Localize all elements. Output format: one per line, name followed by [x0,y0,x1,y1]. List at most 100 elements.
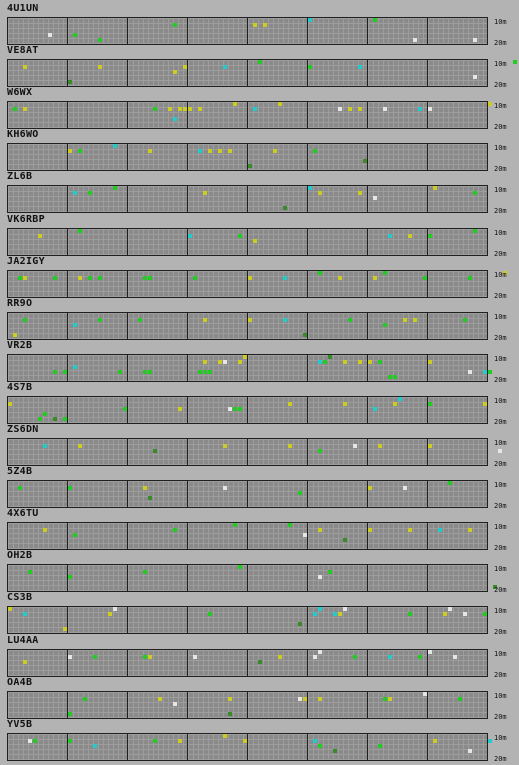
band-label-20m: 20m [494,670,507,679]
station-callsign: VR2B [7,339,33,351]
band-label-20m: 20m [494,586,507,595]
time-divider [127,481,128,508]
time-divider [427,270,428,297]
station-row: 5Z4B 10m 20m [0,466,519,510]
signal-cell [193,654,197,659]
signal-cell [343,607,347,612]
signal-cell [428,233,432,238]
station-callsign: VE8AT [7,45,39,57]
signal-cell [228,711,232,716]
signal-cell [188,233,192,238]
time-divider [367,565,368,592]
time-divider [307,354,308,381]
signal-cell [303,696,307,701]
time-divider [247,312,248,339]
time-divider [307,523,308,550]
time-divider [127,354,128,381]
propagation-grid [7,353,492,382]
signal-cell [438,528,442,533]
band-label-10m: 10m [494,228,507,237]
band-label-10m: 10m [494,18,507,26]
time-divider [187,691,188,718]
signal-cell [318,607,322,612]
signal-cell [238,359,242,364]
signal-cell [23,65,27,70]
signal-cell [93,654,97,659]
station-callsign: JA2IGY [7,255,45,267]
time-divider [247,186,248,213]
time-divider [187,186,188,213]
time-divider [247,396,248,423]
signal-cell [98,38,102,42]
signal-cell [218,359,222,364]
signal-cell [53,416,57,421]
time-divider [247,565,248,592]
signal-cell [243,738,247,743]
time-divider [367,228,368,255]
propagation-grid [7,227,488,256]
signal-cell [483,612,487,617]
signal-cell [198,369,202,374]
band-label-20m: 20m [494,207,507,216]
signal-cell [308,65,312,70]
signal-cell [78,275,82,280]
signal-cell [388,374,392,379]
signal-cell [388,696,392,701]
signal-cell [173,70,177,75]
signal-cell [153,449,157,453]
signal-cell [373,275,377,280]
time-divider [367,523,368,550]
signal-cell [13,332,17,337]
signal-cell [498,449,502,453]
signal-cell [373,406,377,411]
signal-cell [383,107,387,112]
signal-cell [258,659,262,664]
time-divider [427,102,428,129]
signal-cell [113,144,117,149]
station-row: OH2B 10m 20m [0,550,519,595]
time-divider [67,18,68,44]
signal-cell [288,401,292,406]
time-divider [67,228,68,255]
station-callsign: RR9O [7,297,33,309]
time-divider [67,312,68,339]
station-callsign: W6WX [7,87,33,99]
signal-cell [148,654,152,659]
time-divider [427,481,428,508]
time-divider [307,733,308,760]
signal-cell [373,18,377,22]
signal-cell [388,233,392,238]
band-label-10m: 10m [494,186,507,195]
signal-cell [473,38,477,42]
signal-cell [53,369,57,374]
signal-cell [423,275,427,280]
time-divider [127,607,128,634]
signal-cell [338,612,342,617]
propagation-grid [7,480,488,509]
signal-cell [43,528,47,533]
signal-cell [178,406,182,411]
time-divider [187,312,188,339]
time-divider [367,270,368,297]
station-callsign: YV5B [7,718,33,730]
band-label-10m: 10m [494,733,507,742]
signal-cell [113,186,117,191]
time-divider [127,18,128,44]
station-callsign: 4X6TU [7,508,39,520]
signal-cell [368,359,372,364]
signal-cell [8,401,12,406]
time-divider [307,186,308,213]
signal-cell [188,107,192,112]
signal-cell [288,444,292,448]
signal-cell [68,486,72,491]
signal-cell [98,275,102,280]
time-divider [307,60,308,87]
time-divider [127,649,128,676]
station-row: ZL6B 10m 20m [0,171,519,216]
time-divider [247,60,248,87]
band-label-20m: 20m [494,123,507,132]
station-row: OA4B 10m 20m [0,677,519,721]
signal-cell [113,607,117,612]
propagation-grid [7,101,492,130]
signal-cell [28,738,32,743]
